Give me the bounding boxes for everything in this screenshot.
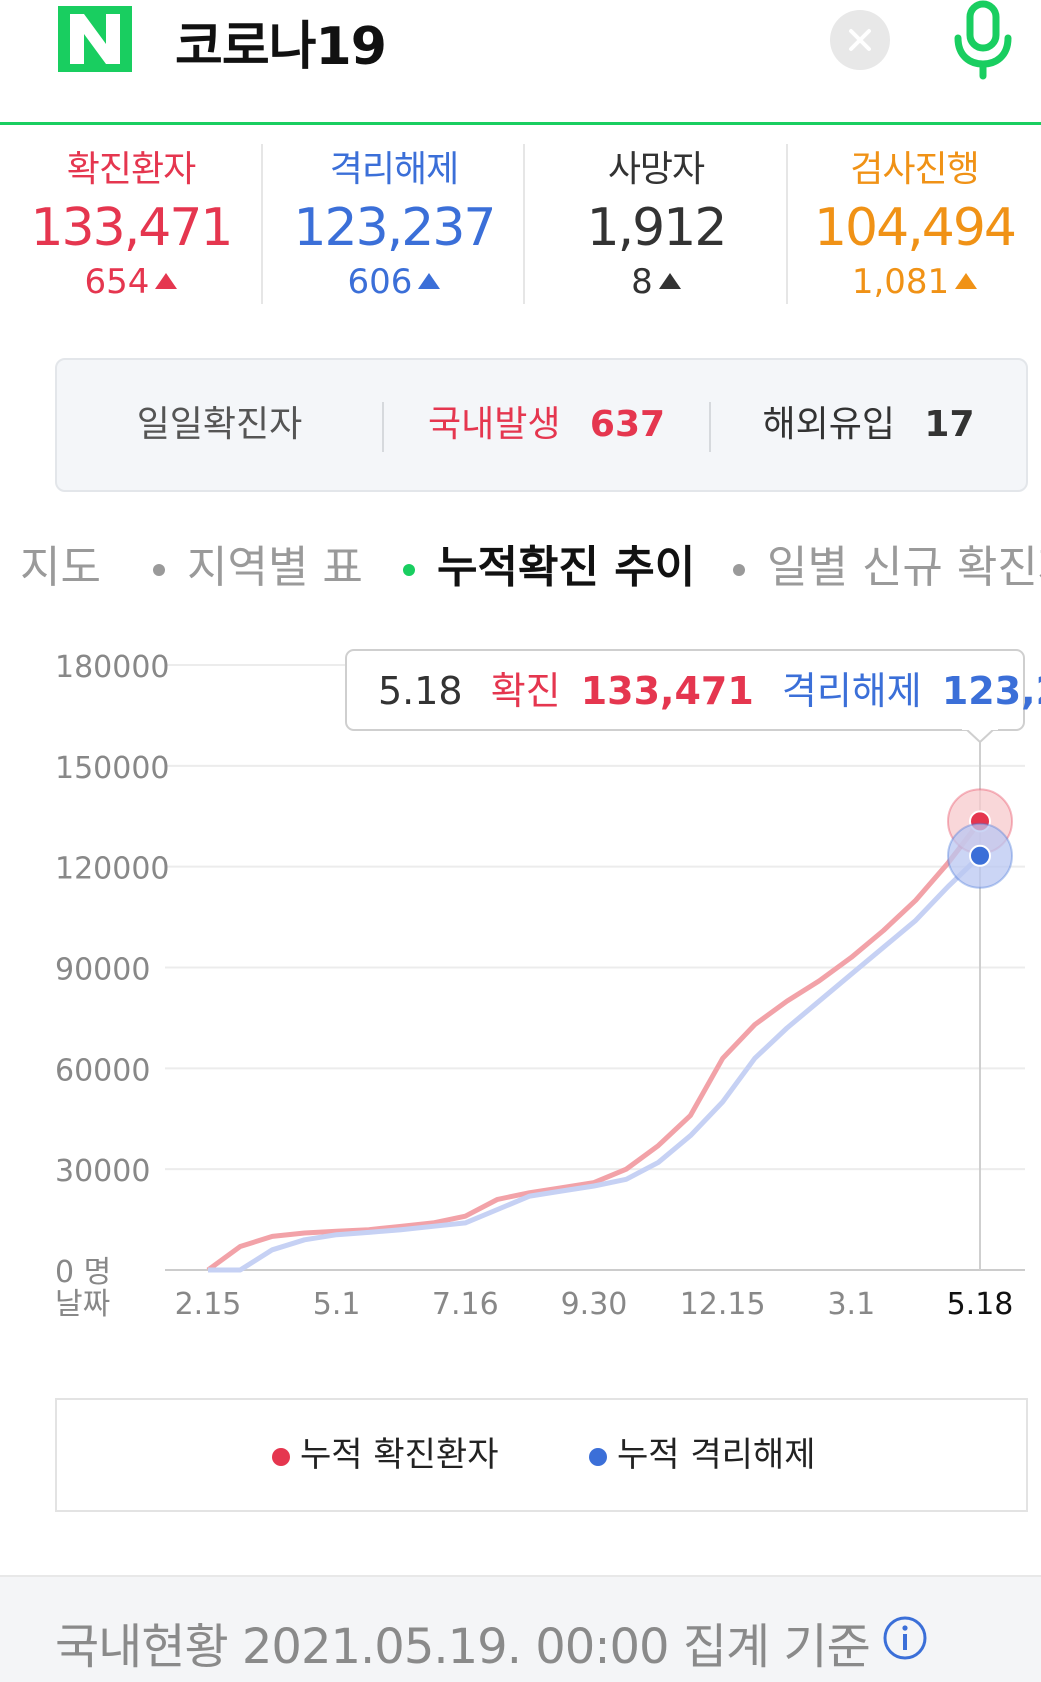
released-series-line: [208, 853, 982, 1273]
data-basis-text: 국내현황 2021.05.19. 00:00 집계 기준: [55, 1619, 871, 1675]
daily-title: 일일확진자: [136, 404, 303, 445]
naver-logo[interactable]: [58, 6, 132, 72]
daily-overseas: 해외유입 17: [711, 360, 1026, 490]
search-header: 코로나19: [0, 0, 1041, 125]
tooltip-released-value: 123,237: [942, 669, 1041, 713]
y-tick-label: 150000: [55, 751, 170, 786]
overseas-label: 해외유입: [762, 404, 895, 445]
microphone-icon: [954, 0, 1012, 80]
stat-deaths: 사망자 1,912 8: [525, 140, 787, 305]
stat-value: 1,912: [586, 198, 728, 258]
stat-value: 104,494: [813, 198, 1017, 258]
tooltip-pointer: [965, 728, 995, 744]
domestic-label: 국내발생: [427, 404, 561, 445]
stat-testing: 검사진행 104,494 1,081: [788, 140, 1041, 305]
voice-search-button[interactable]: [948, 0, 1018, 80]
chart-markers: [947, 788, 1013, 889]
x-tick-label: 3.1: [827, 1287, 875, 1322]
x-tick-label: 2.15: [175, 1287, 242, 1322]
x-tick-label: 5.1: [313, 1287, 361, 1322]
bullet-icon: [153, 564, 165, 576]
stat-delta: 8: [525, 262, 787, 302]
x-tick-label: 5.18: [947, 1287, 1014, 1322]
divider: [382, 402, 384, 452]
y-tick-label: 0 명: [55, 1255, 111, 1290]
covid-stats-summary: 확진환자 133,471 654 격리해제 123,237 606 사망자 1,…: [0, 140, 1041, 305]
clear-search-button[interactable]: [830, 10, 890, 70]
stat-label: 확진환자: [66, 149, 196, 190]
bullet-icon: [403, 564, 415, 576]
stat-confirmed: 확진환자 133,471 654: [0, 140, 262, 305]
chart-tabs: 지도 지역별 표 누적확진 추이 일별 신규 확진자: [0, 535, 1041, 601]
daily-domestic: 국내발생 637: [384, 360, 709, 490]
daily-cases-box: 일일확진자 국내발생 637 해외유입 17: [55, 358, 1028, 492]
x-tick-label: 9.30: [561, 1287, 628, 1322]
svg-text:5.18 확진 133,471: 5.18 확진 133,471 격리해제 123,237: [378, 669, 1041, 713]
divider: [709, 402, 711, 452]
stat-label: 사망자: [607, 149, 705, 190]
divider: [523, 144, 525, 304]
increase-arrow-icon: [658, 273, 681, 289]
y-tick-label: 60000: [55, 1053, 150, 1088]
y-tick-label: 30000: [55, 1154, 150, 1189]
legend-item-confirmed[interactable]: 누적 확진환자: [272, 1400, 499, 1510]
tooltip-released-label: 격리해제: [782, 669, 922, 713]
cumulative-chart[interactable]: 180000 150000 120000 90000 60000 30000 0 명 날짜 2…: [0, 630, 1041, 1330]
released-end-marker: [969, 844, 991, 867]
overseas-value: 17: [924, 404, 975, 445]
tab-region-table[interactable]: 지역별 표: [153, 535, 363, 601]
stat-label: 격리해제: [329, 149, 459, 190]
x-axis: 날짜 2.15 5.1 7.16 9.30 12.15 3.1 5.18: [55, 1287, 1013, 1322]
chart-tooltip: 5.18 확진 133,471 격리해제 123,237: [345, 649, 1041, 744]
divider: [786, 144, 788, 304]
stat-value: 133,471: [30, 198, 233, 258]
chart-grid: [165, 664, 1025, 1271]
stat-value: 123,237: [293, 198, 496, 258]
blue-dot-icon: [589, 1447, 607, 1466]
legend-item-released[interactable]: 누적 격리해제: [589, 1400, 816, 1510]
stat-delta: 606: [263, 262, 525, 302]
chart-series: [206, 819, 982, 1273]
stat-delta: 654: [0, 262, 262, 302]
divider: [261, 144, 263, 304]
tab-cumulative-trend[interactable]: 누적확진 추이: [403, 535, 695, 601]
y-tick-label: 120000: [55, 852, 170, 887]
close-icon: [849, 29, 871, 51]
domestic-value: 637: [589, 404, 666, 445]
tooltip-confirmed-value: 133,471: [581, 669, 754, 713]
info-icon[interactable]: [882, 1615, 928, 1661]
red-dot-icon: [272, 1447, 290, 1466]
tooltip-date: 5.18: [378, 669, 463, 713]
x-axis-label: 날짜: [55, 1287, 110, 1322]
increase-arrow-icon: [155, 273, 178, 289]
confirmed-series-line: [206, 819, 982, 1273]
stat-label: 검사진행: [850, 149, 979, 190]
tooltip-box: [345, 649, 1025, 731]
x-tick-label: 7.16: [432, 1287, 499, 1322]
y-tick-label: 90000: [55, 953, 150, 988]
stat-delta: 1,081: [788, 262, 1041, 302]
y-tick-label: 180000: [55, 650, 170, 685]
data-basis-footer: 국내현황 2021.05.19. 00:00 집계 기준: [0, 1575, 1041, 1682]
tab-map[interactable]: 지도: [20, 542, 101, 593]
tab-daily-new[interactable]: 일별 신규 확진자: [733, 535, 1041, 601]
stat-released: 격리해제 123,237 606: [263, 140, 525, 305]
search-query-text[interactable]: 코로나19: [175, 17, 387, 77]
chart-legend: 누적 확진환자 누적 격리해제: [55, 1398, 1028, 1512]
tooltip-confirmed-label: 확진: [491, 669, 561, 713]
increase-arrow-icon: [955, 273, 978, 289]
increase-arrow-icon: [418, 273, 441, 289]
bullet-icon: [733, 564, 745, 576]
x-tick-label: 12.15: [680, 1287, 766, 1322]
y-axis: 180000 150000 120000 90000 60000 30000 0 명: [55, 650, 170, 1290]
